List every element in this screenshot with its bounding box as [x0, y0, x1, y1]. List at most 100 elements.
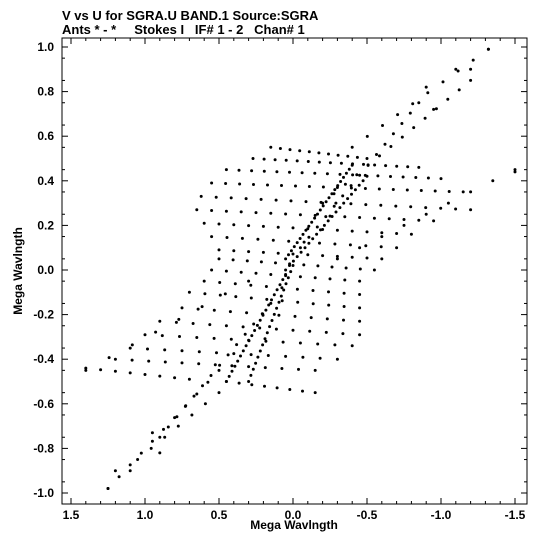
data-point [513, 170, 517, 174]
data-point [316, 212, 319, 216]
data-point [269, 301, 273, 305]
x-tick-label: 1.0 [137, 508, 154, 522]
data-point [264, 285, 268, 288]
data-point [150, 439, 154, 443]
data-point [324, 200, 328, 204]
data-point [298, 149, 302, 153]
data-point [446, 201, 450, 205]
data-point [342, 201, 346, 205]
data-point [350, 145, 354, 149]
data-point [284, 282, 288, 286]
data-point [401, 175, 405, 179]
data-point [417, 218, 421, 222]
data-point [441, 80, 445, 84]
data-point [217, 391, 221, 395]
data-point [195, 336, 199, 339]
data-point [136, 458, 140, 461]
data-point [284, 158, 288, 162]
data-point [202, 221, 206, 225]
data-point [177, 317, 181, 321]
data-point [294, 184, 297, 188]
data-point [201, 384, 204, 388]
data-point [379, 203, 383, 207]
data-point [113, 369, 117, 373]
data-point [361, 179, 365, 183]
data-point [107, 356, 111, 360]
data-point [223, 292, 227, 296]
data-point [328, 277, 332, 281]
data-point [301, 232, 305, 236]
data-point [389, 145, 393, 148]
data-point [212, 336, 216, 340]
data-point [244, 197, 248, 201]
data-point [195, 208, 199, 212]
data-point [263, 384, 266, 388]
data-point [336, 153, 340, 157]
data-point [303, 246, 307, 250]
data-point [377, 187, 381, 191]
data-point [299, 250, 303, 254]
data-point [469, 78, 473, 82]
data-point [341, 194, 345, 198]
data-point [197, 362, 201, 366]
data-point [245, 259, 249, 263]
data-point [321, 185, 325, 189]
data-point [231, 258, 235, 262]
data-point [287, 239, 291, 243]
data-point [332, 204, 336, 208]
data-point [357, 183, 361, 187]
data-point [396, 113, 400, 117]
data-point [318, 241, 321, 245]
data-point [229, 196, 233, 200]
data-point [232, 249, 236, 253]
data-point [254, 271, 258, 275]
data-point [456, 69, 460, 73]
data-point [333, 188, 337, 192]
data-point [365, 230, 369, 234]
data-point [243, 332, 247, 336]
data-point [349, 186, 353, 190]
data-point [321, 254, 325, 258]
data-point [139, 451, 143, 455]
data-points [84, 47, 517, 490]
data-point [203, 292, 207, 296]
y-axis-label: Mega Wavlngth [11, 227, 25, 315]
data-point [187, 290, 191, 294]
data-point [325, 317, 329, 321]
data-point [439, 206, 443, 210]
data-point [233, 364, 237, 368]
data-point [335, 228, 339, 232]
data-point [230, 369, 234, 373]
data-point [298, 341, 302, 345]
data-point [84, 366, 88, 370]
data-point [307, 185, 311, 188]
data-point [192, 394, 196, 398]
data-point [163, 360, 167, 364]
data-point [244, 344, 248, 348]
data-point [163, 435, 167, 439]
data-point [291, 226, 295, 230]
data-point [178, 335, 181, 338]
data-point [384, 164, 388, 168]
data-point [328, 161, 332, 165]
data-point [149, 446, 153, 450]
data-point [130, 343, 134, 347]
data-point [281, 340, 285, 344]
data-point [334, 201, 338, 205]
data-point [262, 169, 266, 173]
data-point [426, 91, 430, 95]
data-point [250, 334, 254, 338]
data-point [394, 204, 398, 208]
data-point [259, 197, 263, 201]
data-point [296, 300, 300, 304]
data-point [295, 255, 299, 259]
data-point [327, 290, 330, 294]
data-point [158, 435, 162, 439]
y-tick-label: -0.2 [33, 308, 54, 322]
data-point [258, 318, 262, 322]
data-point [380, 235, 384, 239]
data-point [387, 217, 391, 221]
data-point [190, 413, 194, 417]
data-point [383, 142, 387, 146]
data-point [275, 170, 279, 174]
